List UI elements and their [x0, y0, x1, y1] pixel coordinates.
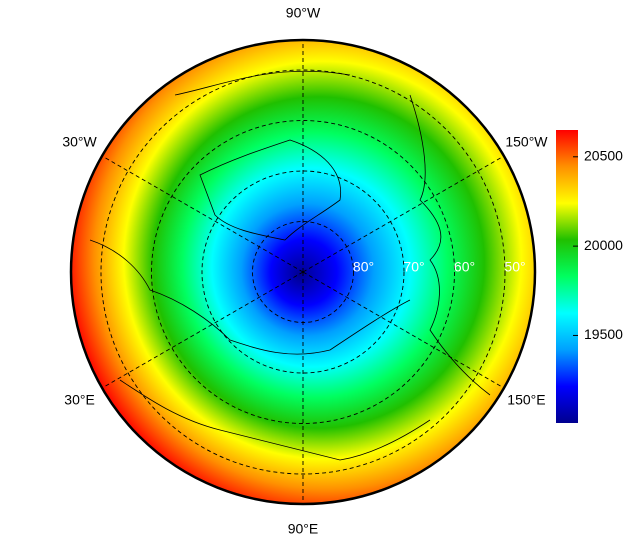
- lon-label: 150°W: [505, 134, 548, 150]
- meridian: [302, 271, 505, 389]
- lat-label: 70°: [403, 259, 424, 275]
- labels: 90°W 30°W 150°W 30°E 150°E 90°E 80° 70° 60° 50°: [62, 5, 548, 537]
- map-border: [69, 38, 537, 506]
- meridian: [101, 155, 304, 273]
- lon-label: 90°W: [286, 5, 321, 21]
- lat-label: 60°: [454, 259, 475, 275]
- colorbar-ticks: 19500 20000 20500: [573, 148, 623, 342]
- meridian: [302, 155, 505, 273]
- parallel: [100, 69, 506, 475]
- lon-label: 150°E: [507, 392, 545, 408]
- lat-label: 80°: [353, 259, 374, 275]
- parallel: [151, 120, 455, 424]
- coastlines: [89, 70, 491, 461]
- lat-label: 50°: [504, 259, 525, 275]
- colorbar-tick-label: 19500: [584, 326, 623, 342]
- parallel: [201, 170, 405, 374]
- parallel: [252, 221, 354, 323]
- lon-label: 90°E: [288, 521, 319, 537]
- lon-label: 30°W: [62, 134, 97, 150]
- colorbar-tick-label: 20000: [584, 237, 623, 253]
- lon-label: 30°E: [64, 392, 95, 408]
- meridian: [101, 271, 304, 389]
- graticule: [100, 40, 506, 504]
- colorbar: [556, 130, 578, 423]
- colorbar-tick-label: 20500: [584, 148, 623, 164]
